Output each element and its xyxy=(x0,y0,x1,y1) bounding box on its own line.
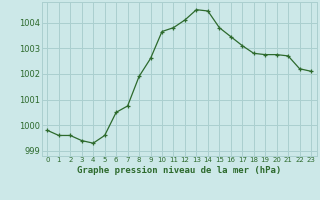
X-axis label: Graphe pression niveau de la mer (hPa): Graphe pression niveau de la mer (hPa) xyxy=(77,166,281,175)
